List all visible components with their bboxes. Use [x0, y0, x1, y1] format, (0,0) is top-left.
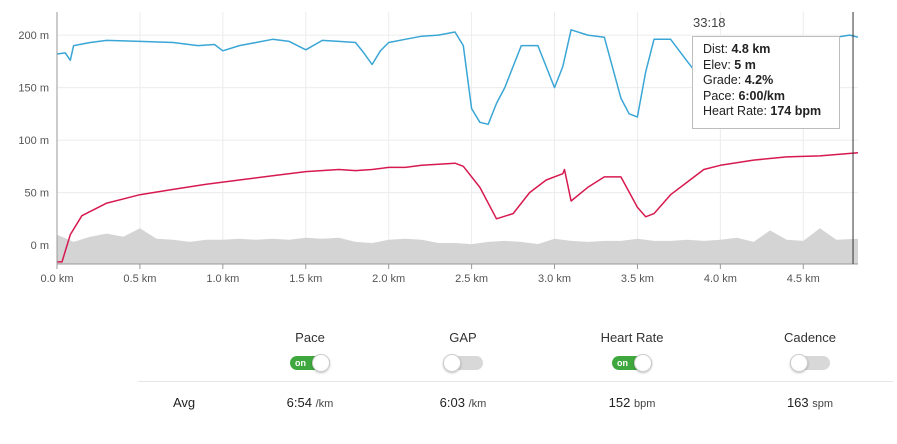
avg-label: Avg	[173, 395, 196, 410]
x-tick-label: 4.0 km	[704, 273, 737, 285]
avg-row: Avg 6:54 /km 6:03 /km 152 bpm 163 spm	[0, 395, 897, 415]
cadence-avg-unit: spm	[812, 398, 834, 410]
gap-avg: 6:03 /km	[403, 395, 523, 410]
y-tick-label: 200 m	[18, 30, 49, 42]
series-toggles: Pace on GAP Heart Rate on Cadence	[0, 330, 897, 390]
pace-label: Pace	[295, 330, 325, 345]
tooltip-pace: Pace: 6:00/km	[703, 88, 785, 103]
x-tick-label: 0.5 km	[123, 273, 156, 285]
y-tick-label: 100 m	[18, 135, 49, 147]
axis-layer: 0 m 50 m 100 m 150 m 200 m 0.0 km 0.5 km 1.0 km…	[18, 12, 858, 285]
cadence-control: Cadence	[750, 330, 870, 377]
heart-rate-toggle[interactable]: on	[612, 354, 652, 372]
x-tick-label: 3.5 km	[621, 273, 654, 285]
pace-avg-unit: /km	[315, 398, 334, 410]
avg-divider	[138, 381, 893, 382]
y-tick-label: 150 m	[18, 83, 49, 95]
gap-label: GAP	[449, 330, 477, 345]
x-tick-label: 1.0 km	[206, 273, 239, 285]
heart-rate-avg: 152 bpm	[572, 395, 692, 410]
cadence-label: Cadence	[783, 330, 837, 345]
tooltip-elev: Elev: 5 m	[703, 57, 756, 72]
x-tick-label: 2.0 km	[372, 273, 405, 285]
heart-rate-toggle-knob	[634, 354, 652, 372]
gap-toggle[interactable]	[443, 354, 483, 372]
pace-avg: 6:54 /km	[250, 395, 370, 410]
heart-rate-avg-value: 152	[608, 395, 631, 410]
elevation-area-layer	[57, 228, 858, 264]
gap-avg-value: 6:03	[439, 395, 465, 410]
y-tick-label: 0 m	[31, 240, 49, 252]
gap-control: GAP	[403, 330, 523, 377]
heart-rate-avg-unit: bpm	[633, 398, 656, 410]
x-tick-label: 4.5 km	[787, 273, 820, 285]
x-tick-label: 1.5 km	[289, 273, 322, 285]
x-tick-label: 0.0 km	[40, 273, 73, 285]
heart-rate-label: Heart Rate	[600, 330, 664, 345]
gap-avg-unit: /km	[468, 398, 487, 410]
cursor-time-label: 33:18	[693, 15, 726, 30]
run-chart: 0 m 50 m 100 m 150 m 200 m 0.0 km 0.5 km 1.0 km…	[18, 12, 859, 285]
tooltip-heart-rate: Heart Rate: 174 bpm	[703, 104, 822, 119]
tooltip-dist: Dist: 4.8 km	[703, 42, 771, 56]
y-tick-label: 50 m	[25, 188, 49, 200]
cadence-avg-value: 163	[786, 395, 809, 410]
cadence-avg: 163 spm	[750, 395, 870, 410]
tooltip-grade: Grade: 4.2%	[703, 73, 774, 88]
pace-toggle[interactable]: on	[290, 354, 330, 372]
heart-rate-toggle-on-text: on	[617, 358, 628, 368]
pace-avg-value: 6:54	[286, 395, 312, 410]
chart-tooltip: Dist: 4.8 km Elev: 5 m Grade: 4.2% Pace:…	[692, 36, 840, 129]
pace-toggle-knob	[312, 354, 330, 372]
elevation-area	[57, 228, 858, 264]
x-tick-label: 2.5 km	[455, 273, 488, 285]
pace-control: Pace on	[250, 330, 370, 377]
heart-rate-control: Heart Rate on	[572, 330, 692, 377]
cadence-toggle-knob	[790, 354, 808, 372]
cadence-toggle[interactable]	[790, 354, 830, 372]
gap-toggle-knob	[443, 354, 461, 372]
pace-toggle-on-text: on	[295, 358, 306, 368]
heart-rate-line	[57, 151, 859, 263]
x-tick-label: 3.0 km	[538, 273, 571, 285]
